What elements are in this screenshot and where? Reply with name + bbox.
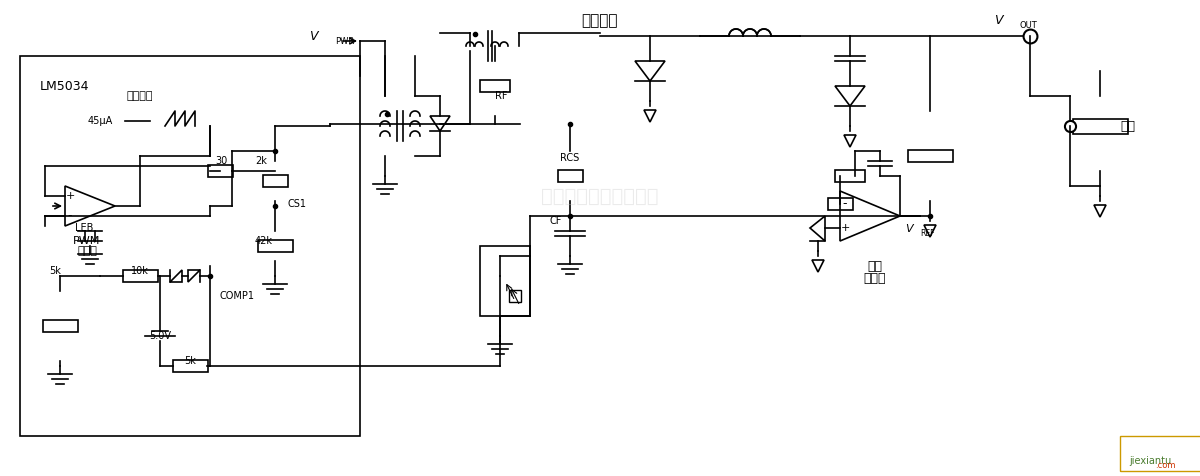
Bar xyxy=(1120,436,1200,471)
Text: 比较器: 比较器 xyxy=(77,246,97,256)
Text: 5.0V: 5.0V xyxy=(149,331,172,341)
Bar xyxy=(263,175,288,187)
Bar xyxy=(828,198,852,210)
Text: $V$: $V$ xyxy=(995,14,1006,28)
Text: OUT: OUT xyxy=(1020,21,1038,30)
Text: 放大器: 放大器 xyxy=(864,271,887,285)
Bar xyxy=(208,165,233,177)
Text: RF: RF xyxy=(496,91,508,101)
Text: 45μA: 45μA xyxy=(88,116,113,126)
Text: 10k: 10k xyxy=(131,266,149,276)
Bar xyxy=(20,56,360,436)
Text: $V$: $V$ xyxy=(308,30,320,42)
Bar xyxy=(907,150,953,162)
Text: 杭州特雷科技有限公司: 杭州特雷科技有限公司 xyxy=(541,187,659,206)
Text: +: + xyxy=(65,191,74,201)
Bar xyxy=(558,170,582,182)
Text: jiexiantu: jiexiantu xyxy=(1129,456,1171,466)
Text: RCS: RCS xyxy=(560,153,580,163)
Text: CS1: CS1 xyxy=(288,199,307,209)
Bar xyxy=(42,320,78,332)
Text: 负载: 负载 xyxy=(1120,119,1135,132)
Text: -: - xyxy=(67,209,72,222)
Text: REF: REF xyxy=(920,229,935,238)
Bar xyxy=(122,270,157,282)
Text: .com: .com xyxy=(1154,462,1175,470)
Text: +: + xyxy=(840,223,850,233)
Text: 5k: 5k xyxy=(184,356,196,366)
Text: 42k: 42k xyxy=(256,236,274,246)
Text: 5k: 5k xyxy=(49,266,61,276)
Bar xyxy=(480,80,510,92)
Text: 斜率补偿: 斜率补偿 xyxy=(127,91,154,101)
Text: 30: 30 xyxy=(215,156,227,166)
Bar xyxy=(1073,119,1128,133)
Text: PWM: PWM xyxy=(73,236,101,246)
Text: LEB: LEB xyxy=(74,223,94,233)
Text: PWR: PWR xyxy=(335,37,354,46)
Text: -: - xyxy=(842,198,847,210)
Text: 电流检测: 电流检测 xyxy=(582,13,618,29)
Bar xyxy=(258,240,293,252)
Bar xyxy=(480,246,530,316)
Text: CF: CF xyxy=(550,216,563,226)
Text: LM5034: LM5034 xyxy=(40,79,90,92)
Bar xyxy=(173,360,208,372)
Text: 误差: 误差 xyxy=(868,259,882,272)
Bar xyxy=(835,170,865,182)
Text: 2k: 2k xyxy=(256,156,266,166)
Text: $V$: $V$ xyxy=(905,222,916,234)
Text: COMP1: COMP1 xyxy=(220,291,256,301)
